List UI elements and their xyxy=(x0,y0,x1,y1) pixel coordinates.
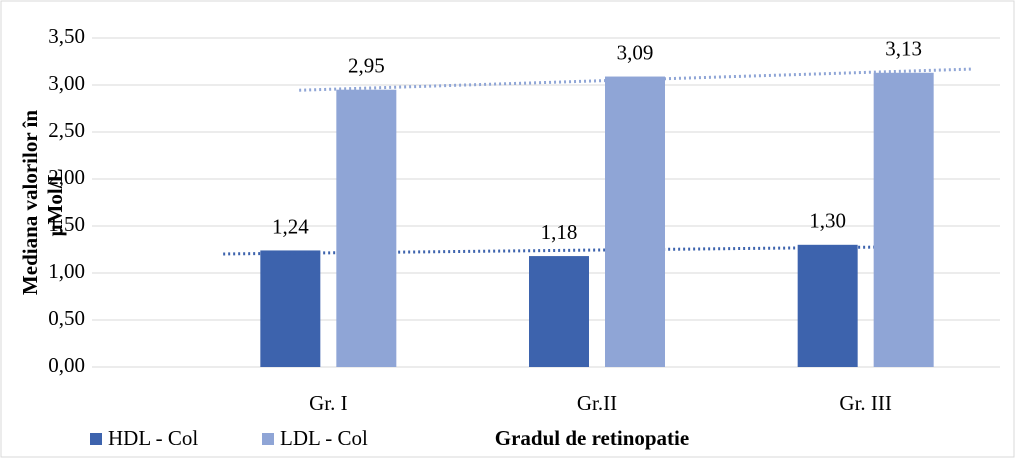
legend-label: HDL - Col xyxy=(108,426,198,450)
value-label: 2,95 xyxy=(348,54,385,78)
bar xyxy=(873,72,934,367)
y-tick-label: 0,00 xyxy=(48,353,85,377)
y-tick-label: 0,50 xyxy=(48,306,85,330)
bar xyxy=(260,250,321,367)
y-tick-label: 3,00 xyxy=(48,71,85,95)
x-tick-label: Gr. I xyxy=(309,391,348,415)
y-tick-label: 2,50 xyxy=(48,118,85,142)
y-tick-label: 3,50 xyxy=(48,24,85,48)
x-tick-label: Gr. III xyxy=(839,391,891,415)
legend-swatch xyxy=(262,433,274,445)
y-axis-title: µMol/L xyxy=(43,168,67,236)
legend-swatch xyxy=(90,433,102,445)
trendline xyxy=(223,245,895,256)
y-tick-label: 1,50 xyxy=(48,212,85,236)
y-tick-label: 1,00 xyxy=(48,259,85,283)
value-label: 3,09 xyxy=(617,40,654,64)
bar xyxy=(797,244,858,367)
value-label: 3,13 xyxy=(885,37,922,61)
value-label: 1,18 xyxy=(541,220,578,244)
x-tick-label: Gr.II xyxy=(577,391,617,415)
value-label: 1,24 xyxy=(272,214,309,238)
value-label: 1,30 xyxy=(809,209,846,233)
trendline xyxy=(299,67,971,92)
bar xyxy=(336,89,397,367)
bar xyxy=(605,76,665,367)
bar xyxy=(529,256,589,367)
legend-label: LDL - Col xyxy=(280,426,368,450)
y-tick-label: 2,00 xyxy=(48,165,85,189)
y-axis-title: Mediana valorilor în xyxy=(18,110,42,295)
x-axis-title: Gradul de retinopatie xyxy=(495,426,689,450)
